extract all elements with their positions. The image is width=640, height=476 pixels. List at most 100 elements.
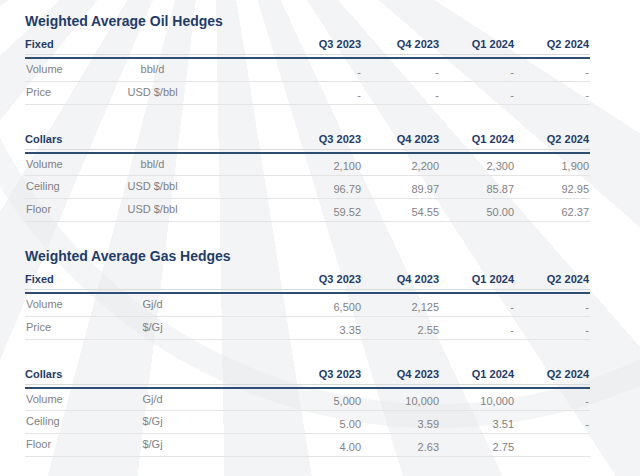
cell-value: - bbox=[440, 58, 515, 81]
column-header: Q3 2023 bbox=[195, 131, 362, 150]
row-unit: $/Gj bbox=[110, 434, 195, 457]
row-label: Price bbox=[25, 316, 110, 339]
column-header: Q4 2023 bbox=[362, 36, 440, 55]
cell-value: 2.75 bbox=[440, 434, 515, 457]
cell-value: - bbox=[362, 58, 440, 81]
cell-value: 50.00 bbox=[440, 199, 515, 222]
row-label: Price bbox=[25, 81, 110, 104]
cell-value: 96.79 bbox=[195, 176, 362, 199]
section-gas-hedges: Weighted Average Gas Hedges Fixed Q3 202… bbox=[25, 248, 590, 457]
cell-value: 54.55 bbox=[362, 199, 440, 222]
row-unit: $/Gj bbox=[110, 411, 195, 434]
gas-collars-table: Collars Q3 2023 Q4 2023 Q1 2024 Q2 2024 … bbox=[25, 366, 590, 458]
table-row: Price $/Gj 3.35 2.55 - - bbox=[25, 316, 590, 339]
row-unit: bbl/d bbox=[110, 58, 195, 81]
cell-value: 59.52 bbox=[195, 199, 362, 222]
cell-value: 3.51 bbox=[440, 411, 515, 434]
table-header-row: Fixed Q3 2023 Q4 2023 Q1 2024 Q2 2024 bbox=[25, 36, 590, 55]
row-label: Floor bbox=[25, 199, 110, 222]
table-header-row: Fixed Q3 2023 Q4 2023 Q1 2024 Q2 2024 bbox=[25, 271, 590, 290]
cell-value: 3.35 bbox=[195, 316, 362, 339]
column-header: Q4 2023 bbox=[362, 131, 440, 150]
column-header: Q2 2024 bbox=[515, 271, 590, 290]
cell-value: - bbox=[195, 81, 362, 104]
column-header: Q1 2024 bbox=[440, 131, 515, 150]
table-header-row: Collars Q3 2023 Q4 2023 Q1 2024 Q2 2024 bbox=[25, 131, 590, 150]
cell-value: - bbox=[440, 316, 515, 339]
column-header: Q4 2023 bbox=[362, 271, 440, 290]
table-row: Price USD $/bbl - - - - bbox=[25, 81, 590, 104]
table-row: Volume Gj/d 5,000 10,000 10,000 - bbox=[25, 388, 590, 411]
table-row: Volume bbl/d 2,100 2,200 2,300 1,900 bbox=[25, 153, 590, 176]
cell-value: 6,500 bbox=[195, 293, 362, 316]
cell-value: 2,125 bbox=[362, 293, 440, 316]
table-row: Floor USD $/bbl 59.52 54.55 50.00 62.37 bbox=[25, 199, 590, 222]
cell-value: 2,200 bbox=[362, 153, 440, 176]
cell-value: - bbox=[362, 81, 440, 104]
section-title: Weighted Average Oil Hedges bbox=[25, 13, 590, 29]
table-row: Volume Gj/d 6,500 2,125 - - bbox=[25, 293, 590, 316]
column-header: Q4 2023 bbox=[362, 366, 440, 385]
cell-value: 4.00 bbox=[195, 434, 362, 457]
table-row: Volume bbl/d - - - - bbox=[25, 58, 590, 81]
gas-fixed-table: Fixed Q3 2023 Q4 2023 Q1 2024 Q2 2024 Vo… bbox=[25, 271, 590, 340]
cell-value: 10,000 bbox=[440, 388, 515, 411]
row-label: Volume bbox=[25, 153, 110, 176]
cell-value: - bbox=[440, 293, 515, 316]
cell-value: 62.37 bbox=[515, 199, 590, 222]
table-row: Ceiling $/Gj 5.00 3.59 3.51 - bbox=[25, 411, 590, 434]
cell-value: 85.87 bbox=[440, 176, 515, 199]
table-label: Fixed bbox=[25, 271, 195, 290]
cell-value: 2.63 bbox=[362, 434, 440, 457]
row-unit: USD $/bbl bbox=[110, 81, 195, 104]
cell-value: - bbox=[195, 58, 362, 81]
row-unit: bbl/d bbox=[110, 153, 195, 176]
cell-value: 5,000 bbox=[195, 388, 362, 411]
row-label: Volume bbox=[25, 388, 110, 411]
cell-value bbox=[515, 434, 590, 457]
cell-value: 5.00 bbox=[195, 411, 362, 434]
cell-value: 3.59 bbox=[362, 411, 440, 434]
oil-fixed-table: Fixed Q3 2023 Q4 2023 Q1 2024 Q2 2024 Vo… bbox=[25, 36, 590, 105]
column-header: Q3 2023 bbox=[195, 271, 362, 290]
cell-value: 1,900 bbox=[515, 153, 590, 176]
row-label: Ceiling bbox=[25, 176, 110, 199]
cell-value: 92.95 bbox=[515, 176, 590, 199]
table-label: Collars bbox=[25, 366, 195, 385]
cell-value: - bbox=[515, 81, 590, 104]
row-label: Floor bbox=[25, 434, 110, 457]
cell-value: 2,100 bbox=[195, 153, 362, 176]
row-label: Volume bbox=[25, 293, 110, 316]
cell-value: - bbox=[515, 293, 590, 316]
row-unit: Gj/d bbox=[110, 388, 195, 411]
column-header: Q3 2023 bbox=[195, 36, 362, 55]
column-header: Q2 2024 bbox=[515, 36, 590, 55]
cell-value: - bbox=[515, 58, 590, 81]
document-body: Weighted Average Oil Hedges Fixed Q3 202… bbox=[0, 0, 640, 457]
cell-value: 2,300 bbox=[440, 153, 515, 176]
column-header: Q1 2024 bbox=[440, 366, 515, 385]
column-header: Q2 2024 bbox=[515, 366, 590, 385]
column-header: Q3 2023 bbox=[195, 366, 362, 385]
section-oil-hedges: Weighted Average Oil Hedges Fixed Q3 202… bbox=[25, 13, 590, 222]
cell-value: - bbox=[515, 316, 590, 339]
cell-value: - bbox=[515, 411, 590, 434]
row-unit: $/Gj bbox=[110, 316, 195, 339]
row-unit: USD $/bbl bbox=[110, 199, 195, 222]
row-unit: Gj/d bbox=[110, 293, 195, 316]
cell-value: - bbox=[440, 81, 515, 104]
table-header-row: Collars Q3 2023 Q4 2023 Q1 2024 Q2 2024 bbox=[25, 366, 590, 385]
column-header: Q1 2024 bbox=[440, 271, 515, 290]
cell-value: 10,000 bbox=[362, 388, 440, 411]
row-label: Volume bbox=[25, 58, 110, 81]
row-unit: USD $/bbl bbox=[110, 176, 195, 199]
table-row: Ceiling USD $/bbl 96.79 89.97 85.87 92.9… bbox=[25, 176, 590, 199]
cell-value: - bbox=[515, 388, 590, 411]
cell-value: 2.55 bbox=[362, 316, 440, 339]
section-title: Weighted Average Gas Hedges bbox=[25, 248, 590, 264]
table-row: Floor $/Gj 4.00 2.63 2.75 bbox=[25, 434, 590, 457]
table-label: Fixed bbox=[25, 36, 195, 55]
table-label: Collars bbox=[25, 131, 195, 150]
oil-collars-table: Collars Q3 2023 Q4 2023 Q1 2024 Q2 2024 … bbox=[25, 131, 590, 223]
column-header: Q1 2024 bbox=[440, 36, 515, 55]
